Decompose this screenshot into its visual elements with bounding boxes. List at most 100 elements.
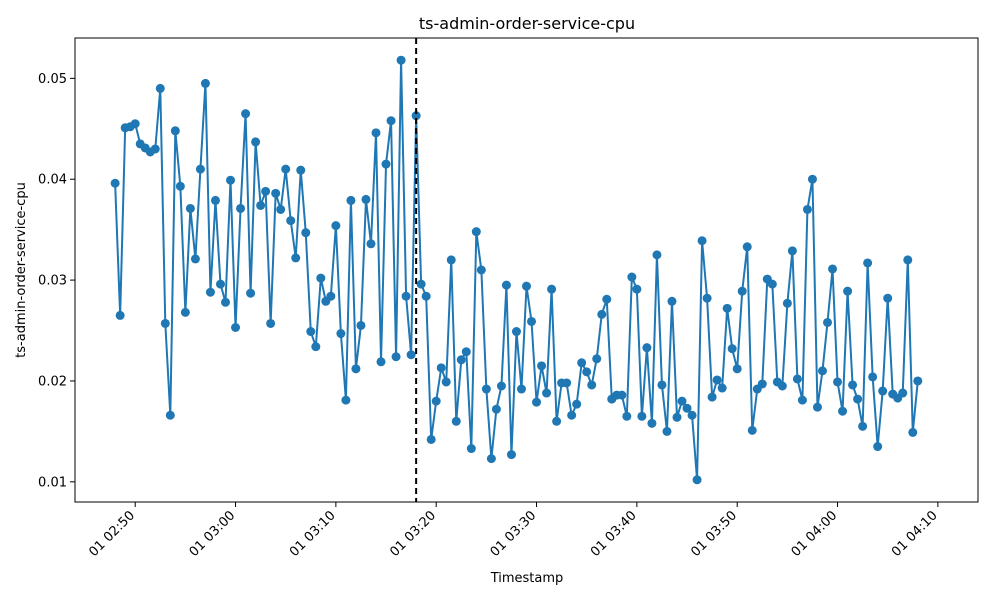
data-point: [692, 475, 702, 485]
data-point: [913, 376, 923, 386]
data-point: [627, 272, 637, 282]
data-point: [878, 386, 888, 396]
data-point: [210, 195, 220, 205]
data-point: [371, 128, 381, 138]
data-point: [190, 254, 200, 264]
data-point: [562, 378, 572, 388]
data-point: [150, 144, 160, 154]
data-point: [386, 116, 396, 126]
data-point: [542, 388, 552, 398]
data-point: [582, 367, 592, 377]
data-point: [185, 203, 195, 213]
data-point: [306, 327, 316, 337]
data-point: [807, 174, 817, 184]
data-point: [722, 303, 732, 313]
data-point: [316, 273, 326, 283]
data-point: [195, 164, 205, 174]
data-point: [782, 298, 792, 308]
x-axis-title: Timestamp: [490, 571, 564, 586]
data-point: [311, 342, 321, 352]
data-point: [436, 363, 446, 373]
data-point: [672, 412, 682, 422]
y-tick-label: 0.02: [38, 374, 67, 389]
data-point: [170, 126, 180, 136]
data-point: [160, 318, 170, 328]
data-point: [130, 119, 140, 129]
data-point: [727, 344, 737, 354]
data-point: [602, 294, 612, 304]
data-point: [396, 55, 406, 65]
data-point: [115, 310, 125, 320]
data-point: [376, 357, 386, 367]
data-point: [486, 454, 496, 464]
data-point: [501, 280, 511, 290]
data-point: [903, 255, 913, 265]
plot-frame: [74, 37, 979, 503]
data-point: [527, 316, 537, 326]
data-point: [391, 352, 401, 362]
data-point: [341, 395, 351, 405]
data-point: [522, 281, 531, 291]
data-point: [226, 175, 236, 185]
data-point: [301, 228, 311, 238]
data-point: [326, 291, 336, 301]
data-point: [276, 204, 286, 214]
data-point: [516, 384, 526, 394]
data-point: [155, 83, 165, 93]
data-point: [667, 296, 677, 306]
data-point: [426, 434, 436, 444]
data-point: [792, 374, 802, 384]
data-point: [812, 402, 822, 412]
data-point: [421, 291, 431, 301]
data-point: [657, 380, 667, 390]
data-point: [868, 372, 878, 382]
data-point: [481, 384, 491, 394]
data-point: [662, 426, 672, 436]
data-point: [221, 297, 230, 307]
data-point: [241, 109, 251, 119]
data-point: [496, 381, 506, 391]
data-point: [592, 354, 602, 364]
data-point: [451, 416, 461, 426]
data-point: [777, 381, 787, 391]
data-point: [838, 406, 848, 416]
data-point: [797, 395, 807, 405]
data-point: [511, 327, 521, 337]
data-point: [261, 186, 271, 196]
data-point: [637, 411, 647, 421]
data-point: [266, 318, 276, 328]
data-point: [286, 216, 296, 226]
data-point: [246, 288, 256, 298]
data-point: [441, 377, 451, 387]
data-point: [682, 403, 692, 413]
y-tick-label: 0.03: [38, 274, 67, 289]
data-point: [346, 195, 356, 205]
data-point: [205, 287, 215, 297]
data-point: [617, 390, 627, 400]
y-axis-title: ts-admin-order-service-cpu: [14, 182, 29, 358]
data-point: [361, 194, 371, 204]
data-point: [848, 380, 858, 390]
data-point: [165, 410, 175, 420]
data-point: [747, 425, 757, 435]
data-point: [898, 388, 908, 398]
data-point: [823, 317, 832, 327]
data-point: [256, 200, 266, 210]
data-point: [236, 203, 246, 213]
data-point: [547, 284, 557, 294]
series-layer: [110, 55, 923, 485]
data-point: [652, 250, 662, 260]
data-point: [200, 78, 210, 88]
data-point: [572, 399, 582, 409]
y-tick-label: 0.04: [38, 173, 67, 188]
data-point: [732, 364, 742, 374]
data-point: [296, 165, 306, 175]
data-point: [817, 366, 827, 376]
data-point: [471, 227, 481, 237]
data-point: [431, 396, 441, 406]
data-point: [828, 264, 838, 274]
chart-title: ts-admin-order-service-cpu: [419, 14, 635, 33]
data-point: [491, 404, 501, 414]
data-point: [411, 111, 421, 121]
